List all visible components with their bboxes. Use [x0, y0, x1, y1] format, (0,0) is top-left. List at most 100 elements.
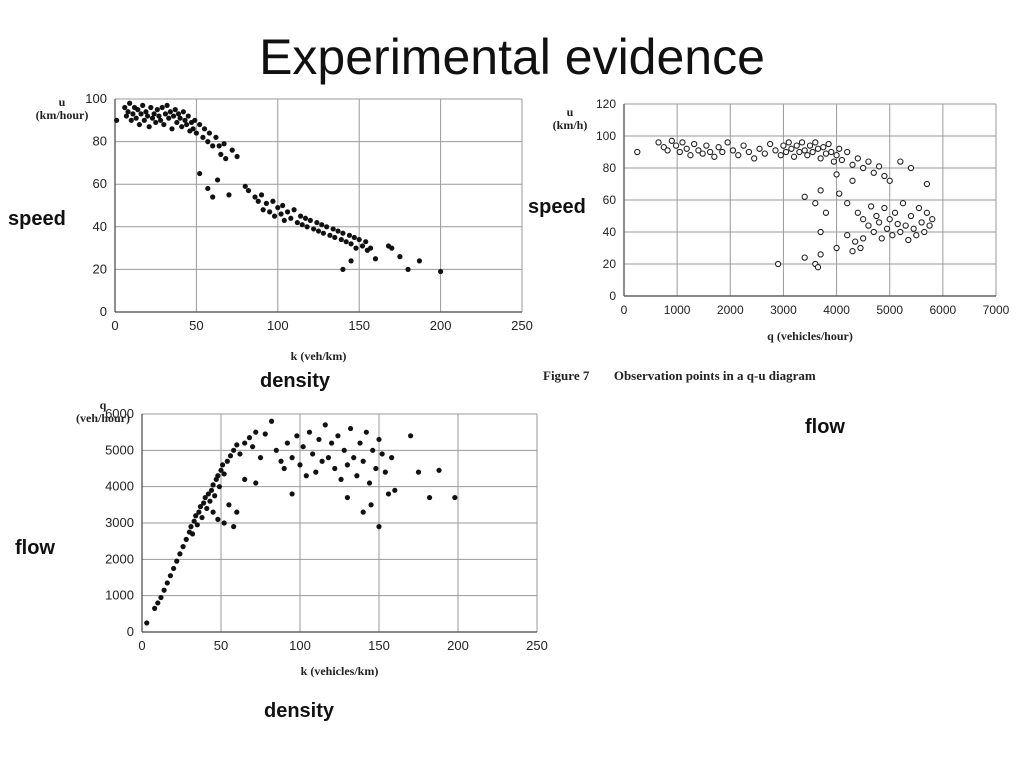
x-tick-label: 1000	[664, 303, 691, 317]
data-point	[221, 141, 227, 147]
data-point	[926, 222, 933, 229]
data-point	[849, 177, 856, 184]
data-point	[171, 565, 177, 572]
data-point	[273, 447, 279, 453]
data-point	[715, 144, 722, 151]
data-point	[891, 209, 899, 216]
data-point	[189, 531, 196, 537]
data-point	[370, 447, 376, 453]
data-point	[373, 465, 379, 472]
data-point	[152, 605, 158, 611]
data-point	[289, 491, 295, 497]
data-point	[204, 505, 210, 512]
data-point	[135, 107, 141, 113]
data-point	[210, 143, 216, 149]
data-point	[340, 230, 346, 236]
data-point	[836, 145, 843, 152]
data-point	[310, 451, 316, 457]
data-point	[343, 239, 349, 245]
data-point	[844, 148, 851, 156]
data-point	[136, 121, 143, 128]
x-tick-label: 0	[621, 303, 628, 317]
data-point	[214, 177, 221, 183]
data-point	[366, 480, 373, 486]
data-point	[177, 115, 183, 121]
data-point	[348, 258, 354, 264]
data-point	[327, 232, 333, 238]
data-point	[735, 152, 742, 159]
y-tick-label: 0	[100, 304, 107, 319]
data-point	[320, 230, 326, 236]
data-point	[257, 455, 264, 461]
data-point	[197, 121, 203, 128]
data-point	[262, 431, 268, 437]
data-point	[782, 148, 790, 156]
figure-caption-text: Observation points in a q-u diagram	[613, 368, 816, 383]
data-point	[231, 524, 237, 530]
data-point	[289, 455, 295, 461]
y-tick-label: 40	[93, 219, 107, 234]
data-point	[379, 451, 385, 457]
data-point	[415, 469, 422, 475]
data-point	[870, 169, 877, 176]
data-point	[923, 209, 931, 216]
data-point	[672, 142, 680, 149]
data-point	[158, 594, 164, 601]
data-point	[745, 148, 753, 156]
data-point	[780, 142, 787, 149]
data-point	[833, 152, 840, 159]
data-point	[335, 433, 341, 439]
data-point	[408, 433, 414, 439]
data-point	[814, 145, 822, 152]
x-tick-label: 7000	[983, 303, 1010, 317]
data-point	[830, 158, 838, 165]
data-point	[359, 243, 366, 249]
data-point	[766, 140, 774, 148]
y-axis-title: u	[59, 95, 66, 109]
y-axis-title: (km/h)	[553, 118, 588, 132]
x-tick-label: 0	[111, 318, 118, 333]
data-point	[216, 484, 223, 490]
data-point	[897, 158, 904, 165]
data-point	[335, 228, 341, 234]
data-point	[299, 222, 305, 228]
y-tick-label: 40	[603, 225, 617, 239]
data-point	[255, 198, 261, 204]
data-point	[897, 228, 904, 236]
data-point	[852, 238, 859, 245]
data-point	[679, 139, 686, 146]
data-point	[389, 455, 395, 461]
data-point	[185, 113, 191, 119]
data-point	[875, 219, 883, 226]
data-point	[777, 152, 784, 159]
data-point	[344, 462, 350, 468]
data-point	[438, 268, 444, 275]
data-point	[284, 440, 290, 446]
data-point	[250, 444, 256, 450]
data-point	[219, 462, 226, 468]
data-point	[278, 458, 284, 464]
data-point	[303, 473, 309, 479]
data-point	[348, 241, 354, 247]
data-point	[806, 142, 814, 149]
data-point	[237, 451, 243, 457]
data-point	[740, 142, 747, 149]
y-axis-title: q	[100, 398, 107, 412]
data-point	[143, 109, 149, 115]
data-point	[191, 518, 197, 524]
data-point	[344, 494, 350, 501]
data-point	[294, 219, 300, 226]
data-point	[180, 544, 186, 550]
y-tick-label: 6000	[105, 406, 134, 421]
data-point	[171, 113, 177, 119]
data-point	[302, 215, 309, 221]
data-point	[306, 429, 313, 435]
data-point	[695, 147, 702, 154]
data-point	[351, 455, 357, 461]
data-point	[205, 139, 211, 145]
data-point	[224, 458, 230, 464]
data-point	[252, 194, 258, 200]
data-point	[923, 180, 931, 188]
data-point	[199, 514, 205, 521]
y-tick-label: 80	[603, 161, 617, 175]
